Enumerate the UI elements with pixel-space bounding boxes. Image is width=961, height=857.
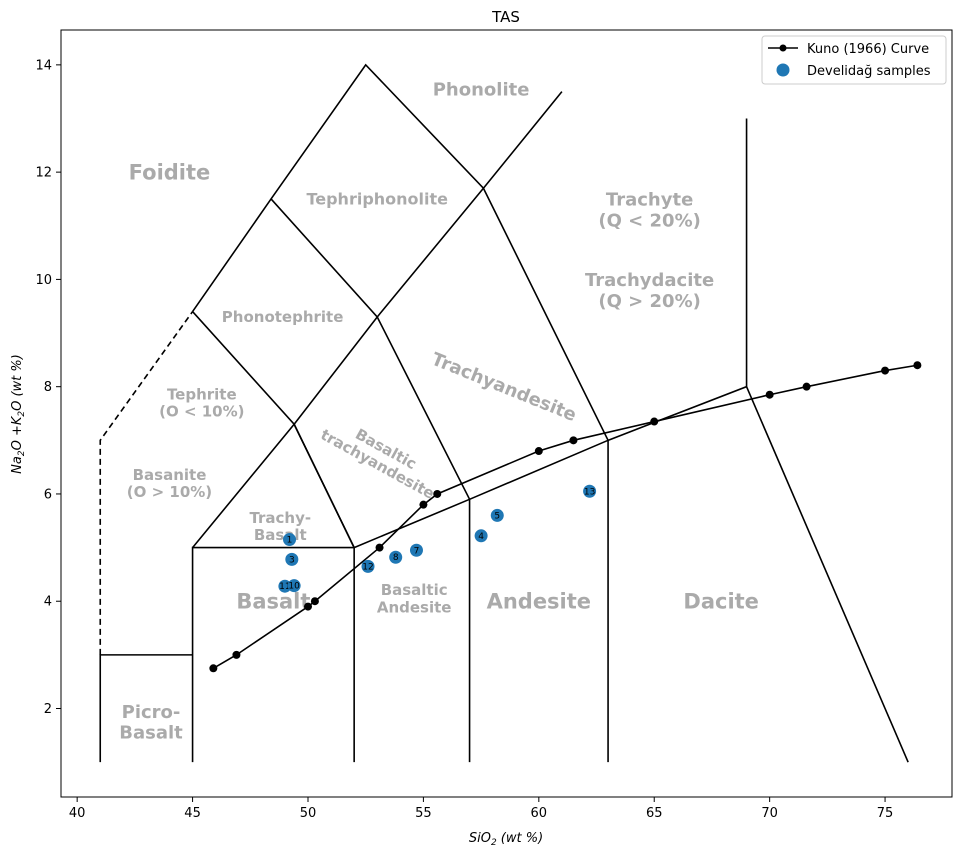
field-boundary-line <box>191 546 355 763</box>
x-tick-label: 70 <box>761 806 778 821</box>
sample-point <box>389 550 403 564</box>
sample-point-label: 5 <box>494 511 500 521</box>
y-tick-label: 6 <box>44 487 52 502</box>
field-boundary-line <box>353 118 748 549</box>
kuno-curve-point <box>232 650 241 659</box>
field-label: Tephrite (O < 10%) <box>159 385 244 420</box>
y-axis-label: Na2O +K2O (wt %) <box>10 354 27 474</box>
kuno-curve-point <box>569 436 578 445</box>
sample-point-label: 10 <box>288 582 300 592</box>
sample-point <box>287 579 301 593</box>
x-tick-label: 60 <box>531 806 548 821</box>
y-axis-ticks: 2 4 6 8 10 12 14 <box>35 58 61 717</box>
sample-point-label: 11 <box>279 582 290 592</box>
sample-point <box>361 559 375 573</box>
y-tick-label: 4 <box>44 595 52 610</box>
field-label: Basalt <box>236 590 310 614</box>
field-label: Phonotephrite <box>222 308 344 326</box>
sample-point-label: 12 <box>362 562 373 572</box>
field-label: Tephriphonolite <box>306 190 448 209</box>
sample-point-label: 8 <box>393 553 399 563</box>
field-label: Basanite (O > 10%) <box>127 466 212 501</box>
x-tick-label: 65 <box>646 806 663 821</box>
x-tick-label: 55 <box>415 806 432 821</box>
sample-point <box>283 533 297 547</box>
field-label: Phonolite <box>433 79 530 100</box>
kuno-curve-point <box>881 366 890 375</box>
x-tick-label: 40 <box>69 806 86 821</box>
field-label: Trachydacite (Q > 20%) <box>585 270 714 312</box>
x-tick-label: 75 <box>877 806 894 821</box>
kuno-curve-point <box>913 361 922 370</box>
kuno-curve-point <box>303 602 312 611</box>
field-boundary-line <box>745 386 909 763</box>
legend-curve-marker <box>779 44 787 52</box>
sample-point-label: 1 <box>287 536 293 546</box>
x-tick-label: 50 <box>300 806 317 821</box>
field-boundary-line <box>191 63 609 763</box>
sample-point <box>278 579 292 593</box>
kuno-curve-point <box>534 447 543 456</box>
y-tick-label: 10 <box>35 273 52 288</box>
field-boundaries <box>99 63 909 763</box>
field-boundary-line <box>270 198 471 763</box>
sample-point-label: 7 <box>414 546 420 556</box>
field-boundary-line <box>293 423 355 548</box>
y-tick-label: 12 <box>35 166 52 181</box>
legend: Kuno (1966) Curve Develidağ samples <box>761 35 947 85</box>
chart-title: TAS <box>491 8 520 26</box>
field-label: Basaltic Andesite <box>377 581 452 616</box>
field-label: Dacite <box>683 590 759 614</box>
sample-point <box>474 529 488 543</box>
x-axis-ticks: 40 45 50 55 60 65 70 75 <box>69 797 893 821</box>
field-label: Basaltictrachyandesite <box>318 410 446 502</box>
sample-point <box>285 552 299 566</box>
y-tick-label: 2 <box>44 702 52 717</box>
sample-point-label: 3 <box>289 555 295 565</box>
kuno-curve-point <box>433 489 442 498</box>
field-label: Andesite <box>487 590 591 614</box>
kuno-curve-point <box>419 500 428 509</box>
field-boundary-line <box>99 311 194 655</box>
field-label: Trachyte (Q < 20%) <box>598 190 700 232</box>
sample-point-label: 4 <box>478 532 484 542</box>
y-tick-label: 8 <box>44 380 52 395</box>
legend-sample-marker <box>776 63 790 77</box>
legend-box <box>761 35 947 85</box>
sample-point <box>409 543 423 557</box>
field-label: Foidite <box>129 160 211 184</box>
sample-point <box>583 484 597 498</box>
kuno-curve <box>209 361 922 673</box>
x-axis-label: SiO2 (wt %) <box>469 831 543 848</box>
kuno-curve-point <box>802 382 811 391</box>
field-labels: Phonolite Foidite Tephriphonolite Trachyte(… <box>119 79 759 743</box>
kuno-curve-point <box>375 543 384 552</box>
kuno-curve-point <box>310 597 319 606</box>
legend-curve-label: Kuno (1966) Curve <box>807 42 929 57</box>
kuno-curve-point <box>765 390 774 399</box>
x-tick-label: 45 <box>184 806 201 821</box>
kuno-curve-point <box>209 664 218 673</box>
field-label: Picro-Basalt <box>119 702 183 744</box>
sample-point-label: 13 <box>584 487 595 497</box>
sample-point <box>490 508 504 522</box>
plot-frame <box>60 29 953 798</box>
y-tick-label: 14 <box>35 58 52 73</box>
kuno-curve-point <box>650 417 659 426</box>
field-label: Trachy-Basalt <box>249 509 311 544</box>
field-label: Trachyandesite <box>428 349 579 426</box>
legend-sample-label: Develidağ samples <box>807 64 931 79</box>
